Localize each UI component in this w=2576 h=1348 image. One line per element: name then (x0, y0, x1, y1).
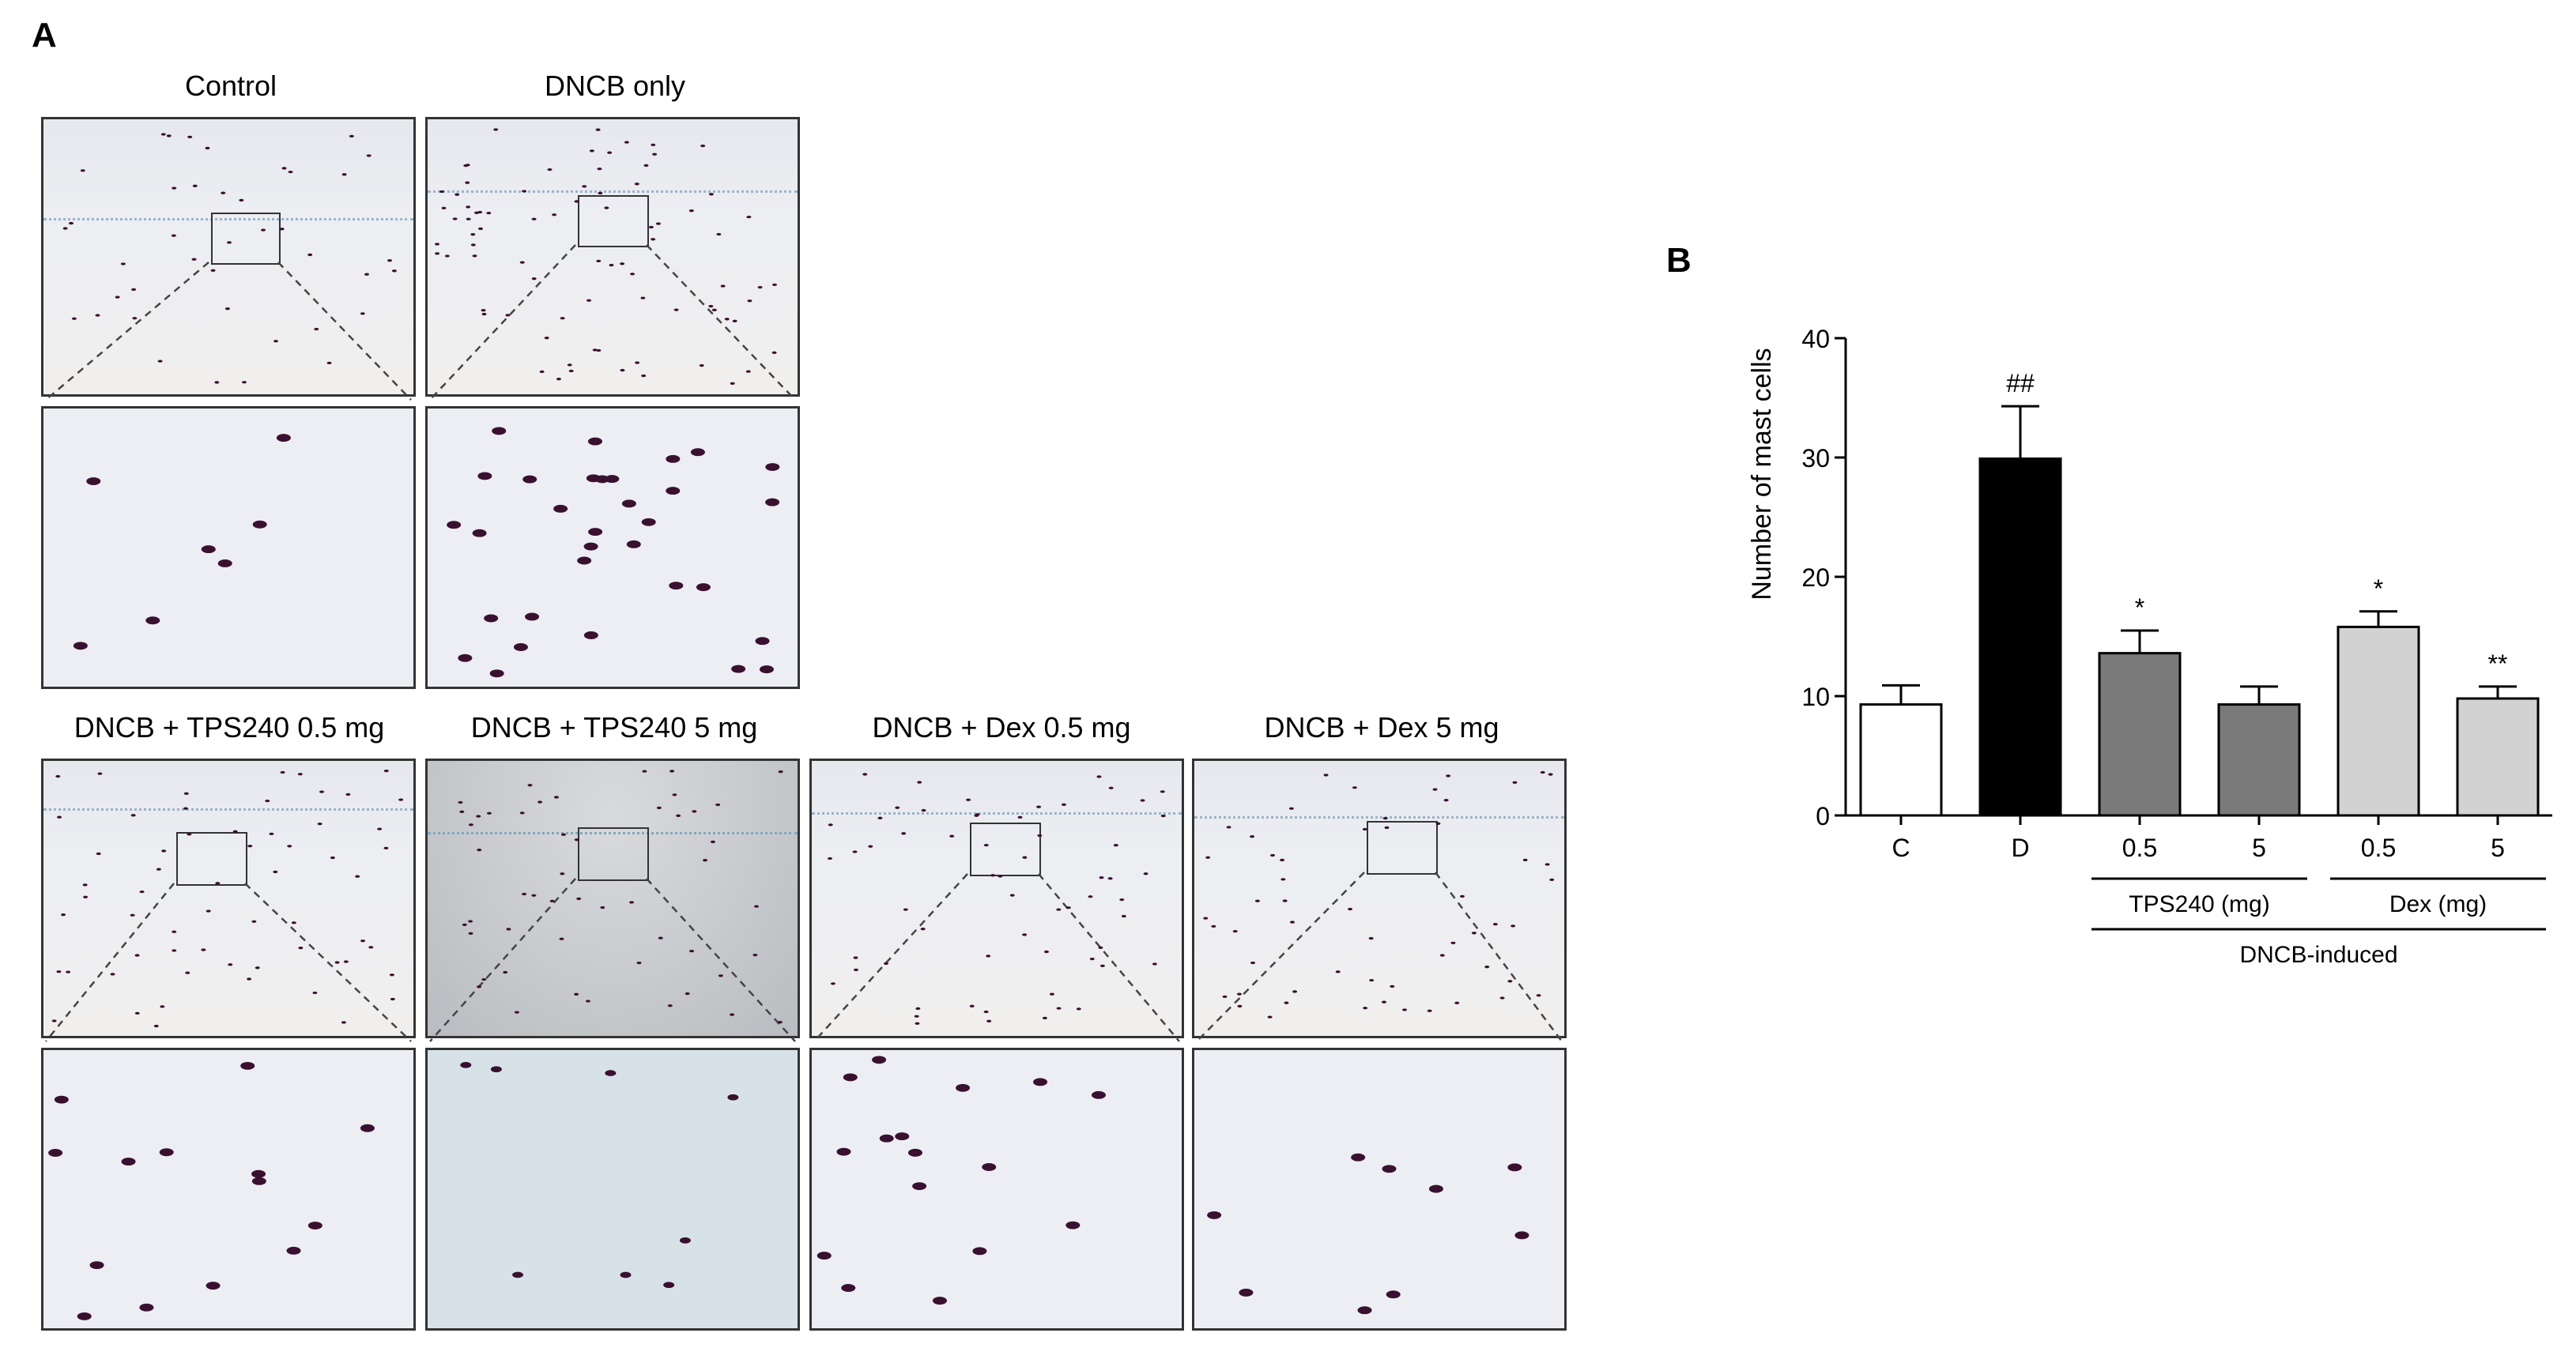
chart-labels: C D ## 0.5 * 5 0.5 * 5 ** TPS240 (mg) Dex (mg) DNCB-… (1891, 369, 2546, 968)
caption-dex-high: DNCB + Dex 5 mg (1264, 711, 1499, 744)
micrograph-dex-low-high (809, 1048, 1184, 1331)
y-tick-label: 20 (1801, 563, 1830, 592)
chart-axes: 0 10 20 30 40 (1801, 325, 2552, 830)
micrograph-tps240-high-high (425, 1048, 800, 1331)
micrograph-control-high (41, 406, 416, 689)
caption-dncb-only: DNCB only (544, 70, 686, 102)
zoom-inset-box (970, 823, 1041, 876)
group-label: Dex (mg) (2389, 891, 2487, 917)
bar (1978, 457, 2062, 817)
bar (2217, 703, 2301, 817)
micrograph-control-low (41, 117, 416, 397)
zoom-inset-box (1367, 821, 1438, 875)
micrograph-dex-high-high (1192, 1048, 1567, 1331)
y-tick-label: 30 (1801, 444, 1830, 473)
micrograph-dex-high-low (1192, 759, 1567, 1038)
chart-bars (1859, 405, 2540, 817)
zoom-inset-box (211, 213, 281, 265)
zoom-inset-box (176, 832, 247, 886)
significance-mark: * (2135, 593, 2144, 622)
micrograph-tps240-low-low (41, 759, 416, 1038)
y-tick-label: 10 (1801, 683, 1830, 711)
caption-tps240-high: DNCB + TPS240 5 mg (470, 711, 758, 744)
bar (2456, 697, 2540, 817)
mast-cell-bar-chart: 0 10 20 30 40 C D ## 0.5 * 5 0.5 * 5 ** TPS240 (mg) Dex… (1747, 325, 2552, 968)
panel-a-label: A (32, 16, 57, 55)
bar (2098, 652, 2182, 817)
caption-tps240-low: DNCB + TPS240 0.5 mg (74, 711, 385, 744)
y-axis-label: Number of mast cells (1747, 348, 1777, 600)
x-tick-label: 5 (2252, 834, 2266, 862)
zoom-inset-box (578, 195, 649, 247)
x-tick-label: 0.5 (2122, 834, 2157, 862)
super-group-label: DNCB-induced (2239, 942, 2397, 968)
bar (1859, 703, 1943, 817)
micrograph-tps240-high-low (425, 759, 800, 1038)
significance-mark: ## (2006, 369, 2035, 397)
x-tick-label: C (1891, 834, 1910, 862)
significance-mark: ** (2488, 650, 2508, 678)
micrograph-dncb-only-high (425, 406, 800, 689)
group-label: TPS240 (mg) (2129, 891, 2269, 917)
panel-b-label: B (1666, 241, 1692, 280)
micrograph-dex-low-low (809, 759, 1184, 1038)
x-tick-label: D (2011, 834, 2029, 862)
y-tick-label: 40 (1801, 325, 1830, 353)
significance-mark: * (2374, 574, 2383, 603)
bar (2337, 625, 2420, 817)
micrograph-dncb-only-low (425, 117, 800, 397)
caption-control: Control (184, 70, 277, 102)
zoom-inset-box (578, 827, 649, 881)
x-tick-label: 5 (2491, 834, 2505, 862)
caption-dex-low: DNCB + Dex 0.5 mg (872, 711, 1131, 744)
y-tick-label: 0 (1816, 802, 1830, 830)
x-tick-label: 0.5 (2361, 834, 2396, 862)
micrograph-tps240-low-high (41, 1048, 416, 1331)
